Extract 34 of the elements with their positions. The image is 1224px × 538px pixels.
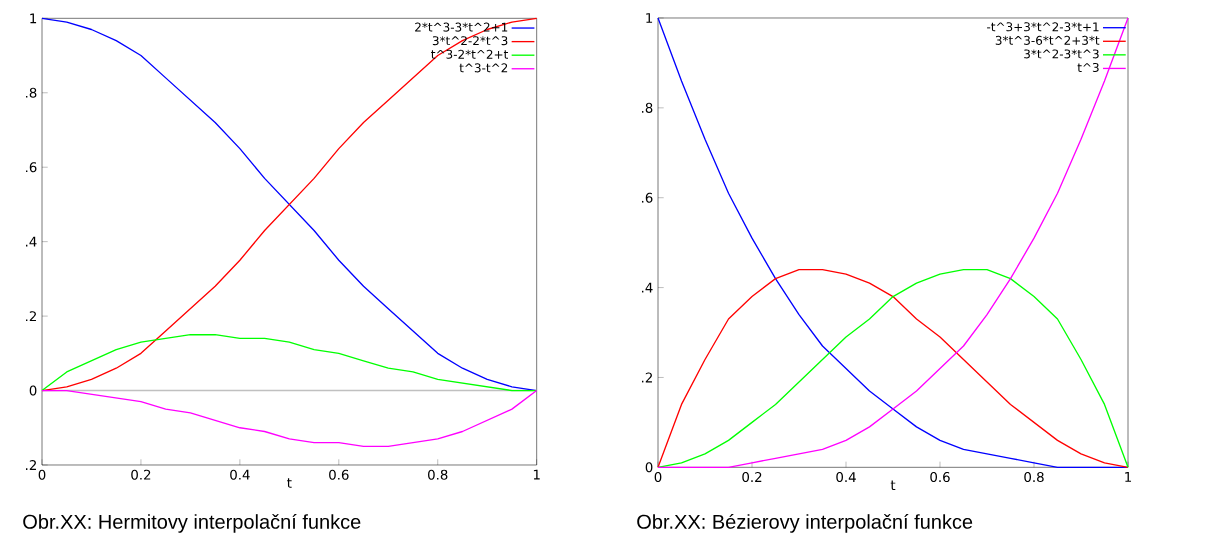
x-tick-label: 0.6 bbox=[930, 472, 950, 483]
x-axis-title: t bbox=[287, 478, 292, 488]
x-tick-label: 0.4 bbox=[230, 469, 250, 480]
y-tick-label: .6 bbox=[642, 192, 653, 203]
x-tick-label: 0.8 bbox=[1024, 472, 1044, 483]
x-tick-label: 0 bbox=[654, 472, 662, 483]
legend-label: 3*t^3-6*t^2+3*t bbox=[995, 35, 1100, 45]
text: Obr.XX: Bézierovy interpolační funkce bbox=[637, 513, 973, 533]
y-tick-label: .6 bbox=[26, 162, 37, 173]
x-axis-title: t bbox=[890, 480, 896, 490]
x-tick-label: 0.8 bbox=[428, 469, 448, 480]
y-tick-label: .2 bbox=[642, 372, 652, 383]
y-tick-label: 0 bbox=[645, 462, 653, 473]
x-tick-label: 0 bbox=[38, 469, 46, 480]
y-tick-label: .4 bbox=[642, 282, 653, 293]
y-tick-label: .2 bbox=[26, 460, 36, 470]
y-tick-label: .8 bbox=[642, 102, 653, 113]
legend-label: t^3 bbox=[1077, 62, 1099, 73]
y-tick-label: .2 bbox=[26, 311, 36, 322]
legend-label: t^3-t^2 bbox=[459, 63, 508, 73]
x-tick-label: 0.2 bbox=[131, 469, 151, 480]
legend-label: -t^3+3*t^2-3*t+1 bbox=[987, 22, 1099, 32]
x-tick-label: 0.2 bbox=[742, 472, 762, 483]
y-tick-label: 1 bbox=[646, 13, 653, 23]
y-tick-label: 1 bbox=[30, 13, 37, 24]
text: Obr.XX: Hermitovy interpolační funkce bbox=[23, 513, 361, 533]
y-tick-label: .8 bbox=[26, 87, 37, 98]
y-tick-label: .4 bbox=[26, 236, 37, 247]
y-tick-label: 0 bbox=[29, 385, 37, 396]
x-tick-label: 0.4 bbox=[836, 472, 856, 483]
x-tick-label: 0.6 bbox=[329, 469, 349, 480]
x-tick-label: 1 bbox=[533, 469, 540, 480]
x-tick-label: 1 bbox=[1125, 472, 1132, 482]
legend-label: 3*t^2-3*t^3 bbox=[1024, 49, 1099, 59]
